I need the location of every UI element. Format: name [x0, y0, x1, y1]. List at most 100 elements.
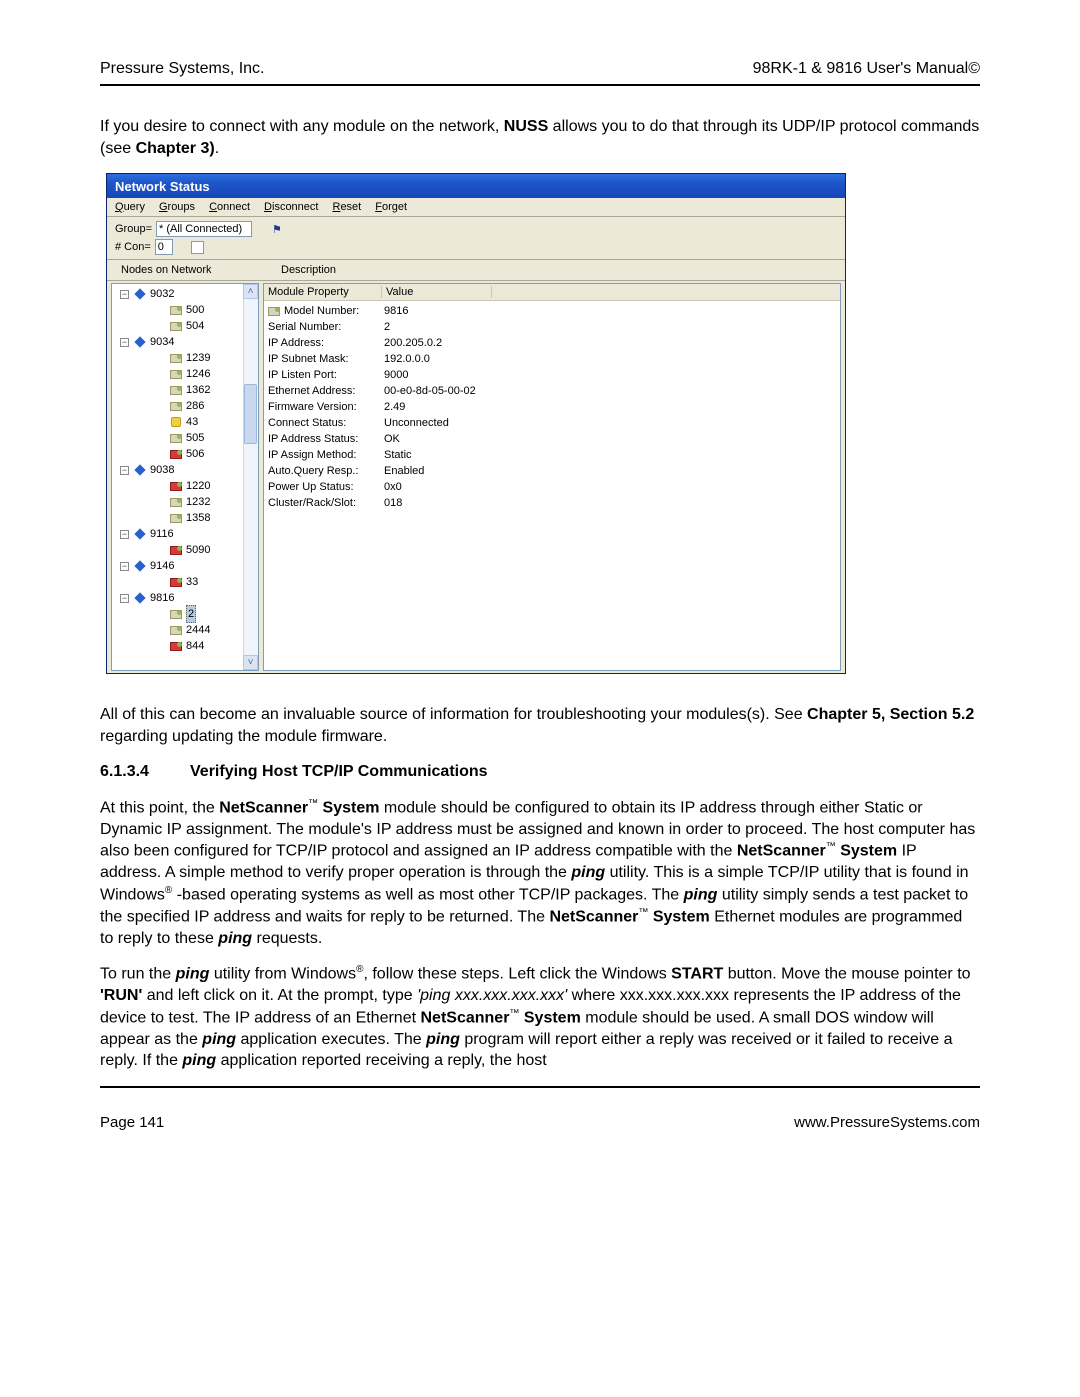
t: Chapter 5, Section 5.2: [807, 706, 974, 723]
tree-row[interactable]: −9032: [114, 286, 258, 302]
module-icon: [169, 320, 183, 332]
tree-row[interactable]: −9116: [114, 526, 258, 542]
tree-row[interactable]: 1232: [114, 494, 258, 510]
t: roups: [168, 201, 196, 213]
tree[interactable]: −9032500504−903412391246136228643505506−…: [112, 284, 258, 656]
module-error-icon: [169, 640, 183, 652]
tree-row[interactable]: 1246: [114, 366, 258, 382]
tree-row[interactable]: 33: [114, 574, 258, 590]
module-error-icon: [169, 448, 183, 460]
tree-label: 1220: [186, 478, 210, 494]
tree-row[interactable]: 2: [114, 606, 258, 622]
tree-row[interactable]: −9146: [114, 558, 258, 574]
t: System: [318, 799, 379, 816]
prop-key: IP Assign Method:: [268, 447, 384, 463]
prop-key: Power Up Status:: [268, 479, 384, 495]
section-number: 6.1.3.4: [100, 761, 190, 783]
prop-key: Serial Number:: [268, 319, 384, 335]
tree-label: 505: [186, 430, 204, 446]
tm: ™: [826, 841, 836, 852]
prop-key: IP Listen Port:: [268, 367, 384, 383]
tree-row[interactable]: 5090: [114, 542, 258, 558]
tree-row[interactable]: 1239: [114, 350, 258, 366]
menu-forget[interactable]: Forget: [375, 201, 407, 213]
con-checkbox[interactable]: [191, 241, 204, 254]
t: 'RUN': [100, 987, 142, 1004]
column-headers: Nodes on Network Description: [107, 260, 845, 281]
tree-row[interactable]: 1362: [114, 382, 258, 398]
header-left: Pressure Systems, Inc.: [100, 60, 265, 78]
menu-disconnect[interactable]: Disconnect: [264, 201, 318, 213]
tree-row[interactable]: −9038: [114, 462, 258, 478]
scroll-thumb[interactable]: [244, 384, 257, 444]
prop-row: Firmware Version:2.49: [268, 399, 840, 415]
t: regarding updating the module firmware.: [100, 728, 387, 745]
tree-toggle-icon[interactable]: −: [120, 290, 129, 299]
scroll-down-icon[interactable]: ˅: [243, 655, 258, 670]
tree-row[interactable]: 504: [114, 318, 258, 334]
window-titlebar[interactable]: Network Status: [107, 174, 845, 198]
tree-toggle-icon[interactable]: −: [120, 562, 129, 571]
group-input[interactable]: [156, 221, 252, 237]
t: ping: [218, 930, 252, 947]
scroll-up-icon[interactable]: ˄: [243, 284, 258, 299]
module-error-icon: [169, 480, 183, 492]
tree-toggle-icon[interactable]: −: [120, 594, 129, 603]
tree-row[interactable]: 1358: [114, 510, 258, 526]
col-nodes: Nodes on Network: [121, 264, 281, 276]
tree-label: 5090: [186, 542, 210, 558]
tree-row[interactable]: 844: [114, 638, 258, 654]
t: utility from Windows: [209, 966, 356, 983]
tree-toggle-icon[interactable]: −: [120, 530, 129, 539]
con-input[interactable]: [155, 239, 173, 255]
tree-row[interactable]: 286: [114, 398, 258, 414]
tree-label: 43: [186, 414, 198, 430]
prop-value: 2: [384, 319, 390, 335]
tree-row[interactable]: 2444: [114, 622, 258, 638]
prop-header: Module Property Value: [264, 284, 840, 301]
section-title: Verifying Host TCP/IP Communications: [190, 763, 488, 780]
header-right: 98RK-1 & 9816 User's Manual©: [753, 60, 980, 78]
tree-row[interactable]: 506: [114, 446, 258, 462]
t: NetScanner: [737, 843, 826, 860]
prop-row: IP Address Status:OK: [268, 431, 840, 447]
t: ping: [426, 1031, 460, 1048]
t: button. Move the mouse pointer to: [723, 966, 970, 983]
tree-label: 1362: [186, 382, 210, 398]
txt: NUSS: [504, 118, 548, 135]
menu-reset[interactable]: Reset: [332, 201, 361, 213]
tree-row[interactable]: −9816: [114, 590, 258, 606]
u: C: [209, 201, 217, 213]
flag-icon[interactable]: ⚑: [272, 223, 282, 236]
prop-row: Cluster/Rack/Slot:018: [268, 495, 840, 511]
t: All of this can become an invaluable sou…: [100, 706, 807, 723]
menu-connect[interactable]: Connect: [209, 201, 250, 213]
tree-row[interactable]: 1220: [114, 478, 258, 494]
t: NetScanner: [549, 908, 638, 925]
module-icon: [169, 384, 183, 396]
menu-query[interactable]: Query: [115, 201, 145, 213]
t: System: [648, 908, 709, 925]
module-icon: [169, 512, 183, 524]
tree-toggle-icon[interactable]: −: [120, 338, 129, 347]
prop-row: Power Up Status:0x0: [268, 479, 840, 495]
tree-row[interactable]: 500: [114, 302, 258, 318]
footer-left: Page 141: [100, 1114, 164, 1131]
col-desc: Description: [281, 264, 336, 276]
t: ping: [684, 886, 718, 903]
tree-toggle-icon[interactable]: −: [120, 466, 129, 475]
tree-label: 1232: [186, 494, 210, 510]
properties-pane: Module Property Value Model Number:9816S…: [263, 283, 841, 671]
t: To run the: [100, 966, 176, 983]
header-rule: [100, 84, 980, 86]
tree-row[interactable]: −9034: [114, 334, 258, 350]
t: ping: [571, 864, 605, 881]
prop-value: Enabled: [384, 463, 424, 479]
prop-row: IP Address:200.205.0.2: [268, 335, 840, 351]
scroll-track[interactable]: [243, 299, 258, 655]
tree-row[interactable]: 505: [114, 430, 258, 446]
diamond-icon: [133, 288, 147, 300]
menu-groups[interactable]: Groups: [159, 201, 195, 213]
tree-row[interactable]: 43: [114, 414, 258, 430]
prop-row: Connect Status:Unconnected: [268, 415, 840, 431]
